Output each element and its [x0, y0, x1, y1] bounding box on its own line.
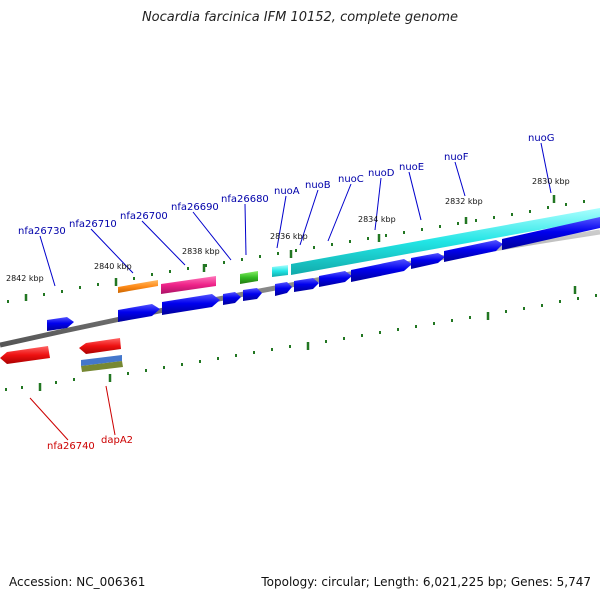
- kbp-scale-labels: 2830 kbp 2832 kbp 2834 kbp 2836 kbp 2838…: [6, 177, 570, 283]
- gene-label-nfa26710: nfa26710: [69, 219, 117, 230]
- gene-label-nfa26740: nfa26740: [47, 441, 95, 452]
- gene-cds[interactable]: [319, 271, 352, 287]
- bottom-strand-genes: [0, 338, 123, 372]
- gene-misc-feature[interactable]: [81, 355, 122, 366]
- gene-cds[interactable]: [294, 278, 319, 292]
- gene-label-nuoA: nuoA: [274, 186, 300, 197]
- gene-label-nuoC: nuoC: [338, 174, 364, 185]
- gene-cds-nuo-operon[interactable]: [291, 208, 600, 275]
- gene-cds-nfa26680[interactable]: [240, 271, 258, 284]
- gene-label-nfa26730: nfa26730: [18, 226, 66, 237]
- gene-cds[interactable]: [223, 292, 241, 305]
- bottom-gene-labels: nfa26740 dapA2: [47, 435, 133, 452]
- gene-cds[interactable]: [47, 317, 74, 331]
- gene-label-nuoF: nuoF: [444, 152, 469, 163]
- gene-cds-nuoA-top[interactable]: [272, 265, 288, 277]
- upper-tick-row: [7, 195, 585, 303]
- kbp-label-2834: 2834 kbp: [358, 215, 396, 224]
- kbp-label-2832: 2832 kbp: [445, 197, 483, 206]
- gene-cds[interactable]: [243, 288, 262, 301]
- lower-tick-row: [5, 286, 597, 391]
- kbp-label-2842: 2842 kbp: [6, 274, 44, 283]
- gene-cds[interactable]: [351, 259, 412, 282]
- gene-misc-feature[interactable]: [81, 361, 123, 372]
- blue-cds-row: [47, 217, 600, 331]
- gene-label-nuoD: nuoD: [368, 168, 395, 179]
- kbp-label-2836: 2836 kbp: [270, 232, 308, 241]
- gene-cds[interactable]: [444, 240, 503, 262]
- gene-label-nuoG: nuoG: [528, 133, 555, 144]
- gene-cds[interactable]: [162, 294, 220, 315]
- gene-label-nfa26700: nfa26700: [120, 211, 168, 222]
- gene-label-nuoE: nuoE: [399, 162, 424, 173]
- top-strand-genes: [118, 208, 600, 294]
- label-leader-lines: [39, 142, 552, 287]
- bottom-label-lines: [29, 385, 116, 441]
- gene-cds[interactable]: [502, 217, 600, 250]
- gene-label-dapA2: dapA2: [101, 435, 133, 446]
- gene-cds-nfa26740[interactable]: [0, 346, 50, 364]
- gene-cds[interactable]: [411, 253, 445, 269]
- accession-text: Accession: NC_006361: [9, 575, 146, 589]
- gene-cds-dapA2[interactable]: [79, 338, 121, 354]
- gene-cds[interactable]: [275, 282, 292, 296]
- top-gene-labels: nuoG nuoF nuoE nuoD nuoC nuoB nuoA nfa26…: [18, 133, 555, 237]
- kbp-label-2830: 2830 kbp: [532, 177, 570, 186]
- gene-label-nfa26680: nfa26680: [221, 194, 269, 205]
- kbp-label-2838: 2838 kbp: [182, 247, 220, 256]
- gene-cds[interactable]: [118, 304, 160, 322]
- gene-cds-nfa26710[interactable]: [118, 280, 158, 293]
- kbp-label-2840: 2840 kbp: [94, 262, 132, 271]
- map-title: Nocardia farcinica IFM 10152, complete g…: [141, 10, 459, 25]
- gene-label-nfa26690: nfa26690: [171, 202, 219, 213]
- gene-cds-nfa26700[interactable]: [161, 276, 216, 294]
- genome-summary-text: Topology: circular; Length: 6,021,225 bp…: [261, 575, 591, 589]
- gene-label-nuoB: nuoB: [305, 180, 331, 191]
